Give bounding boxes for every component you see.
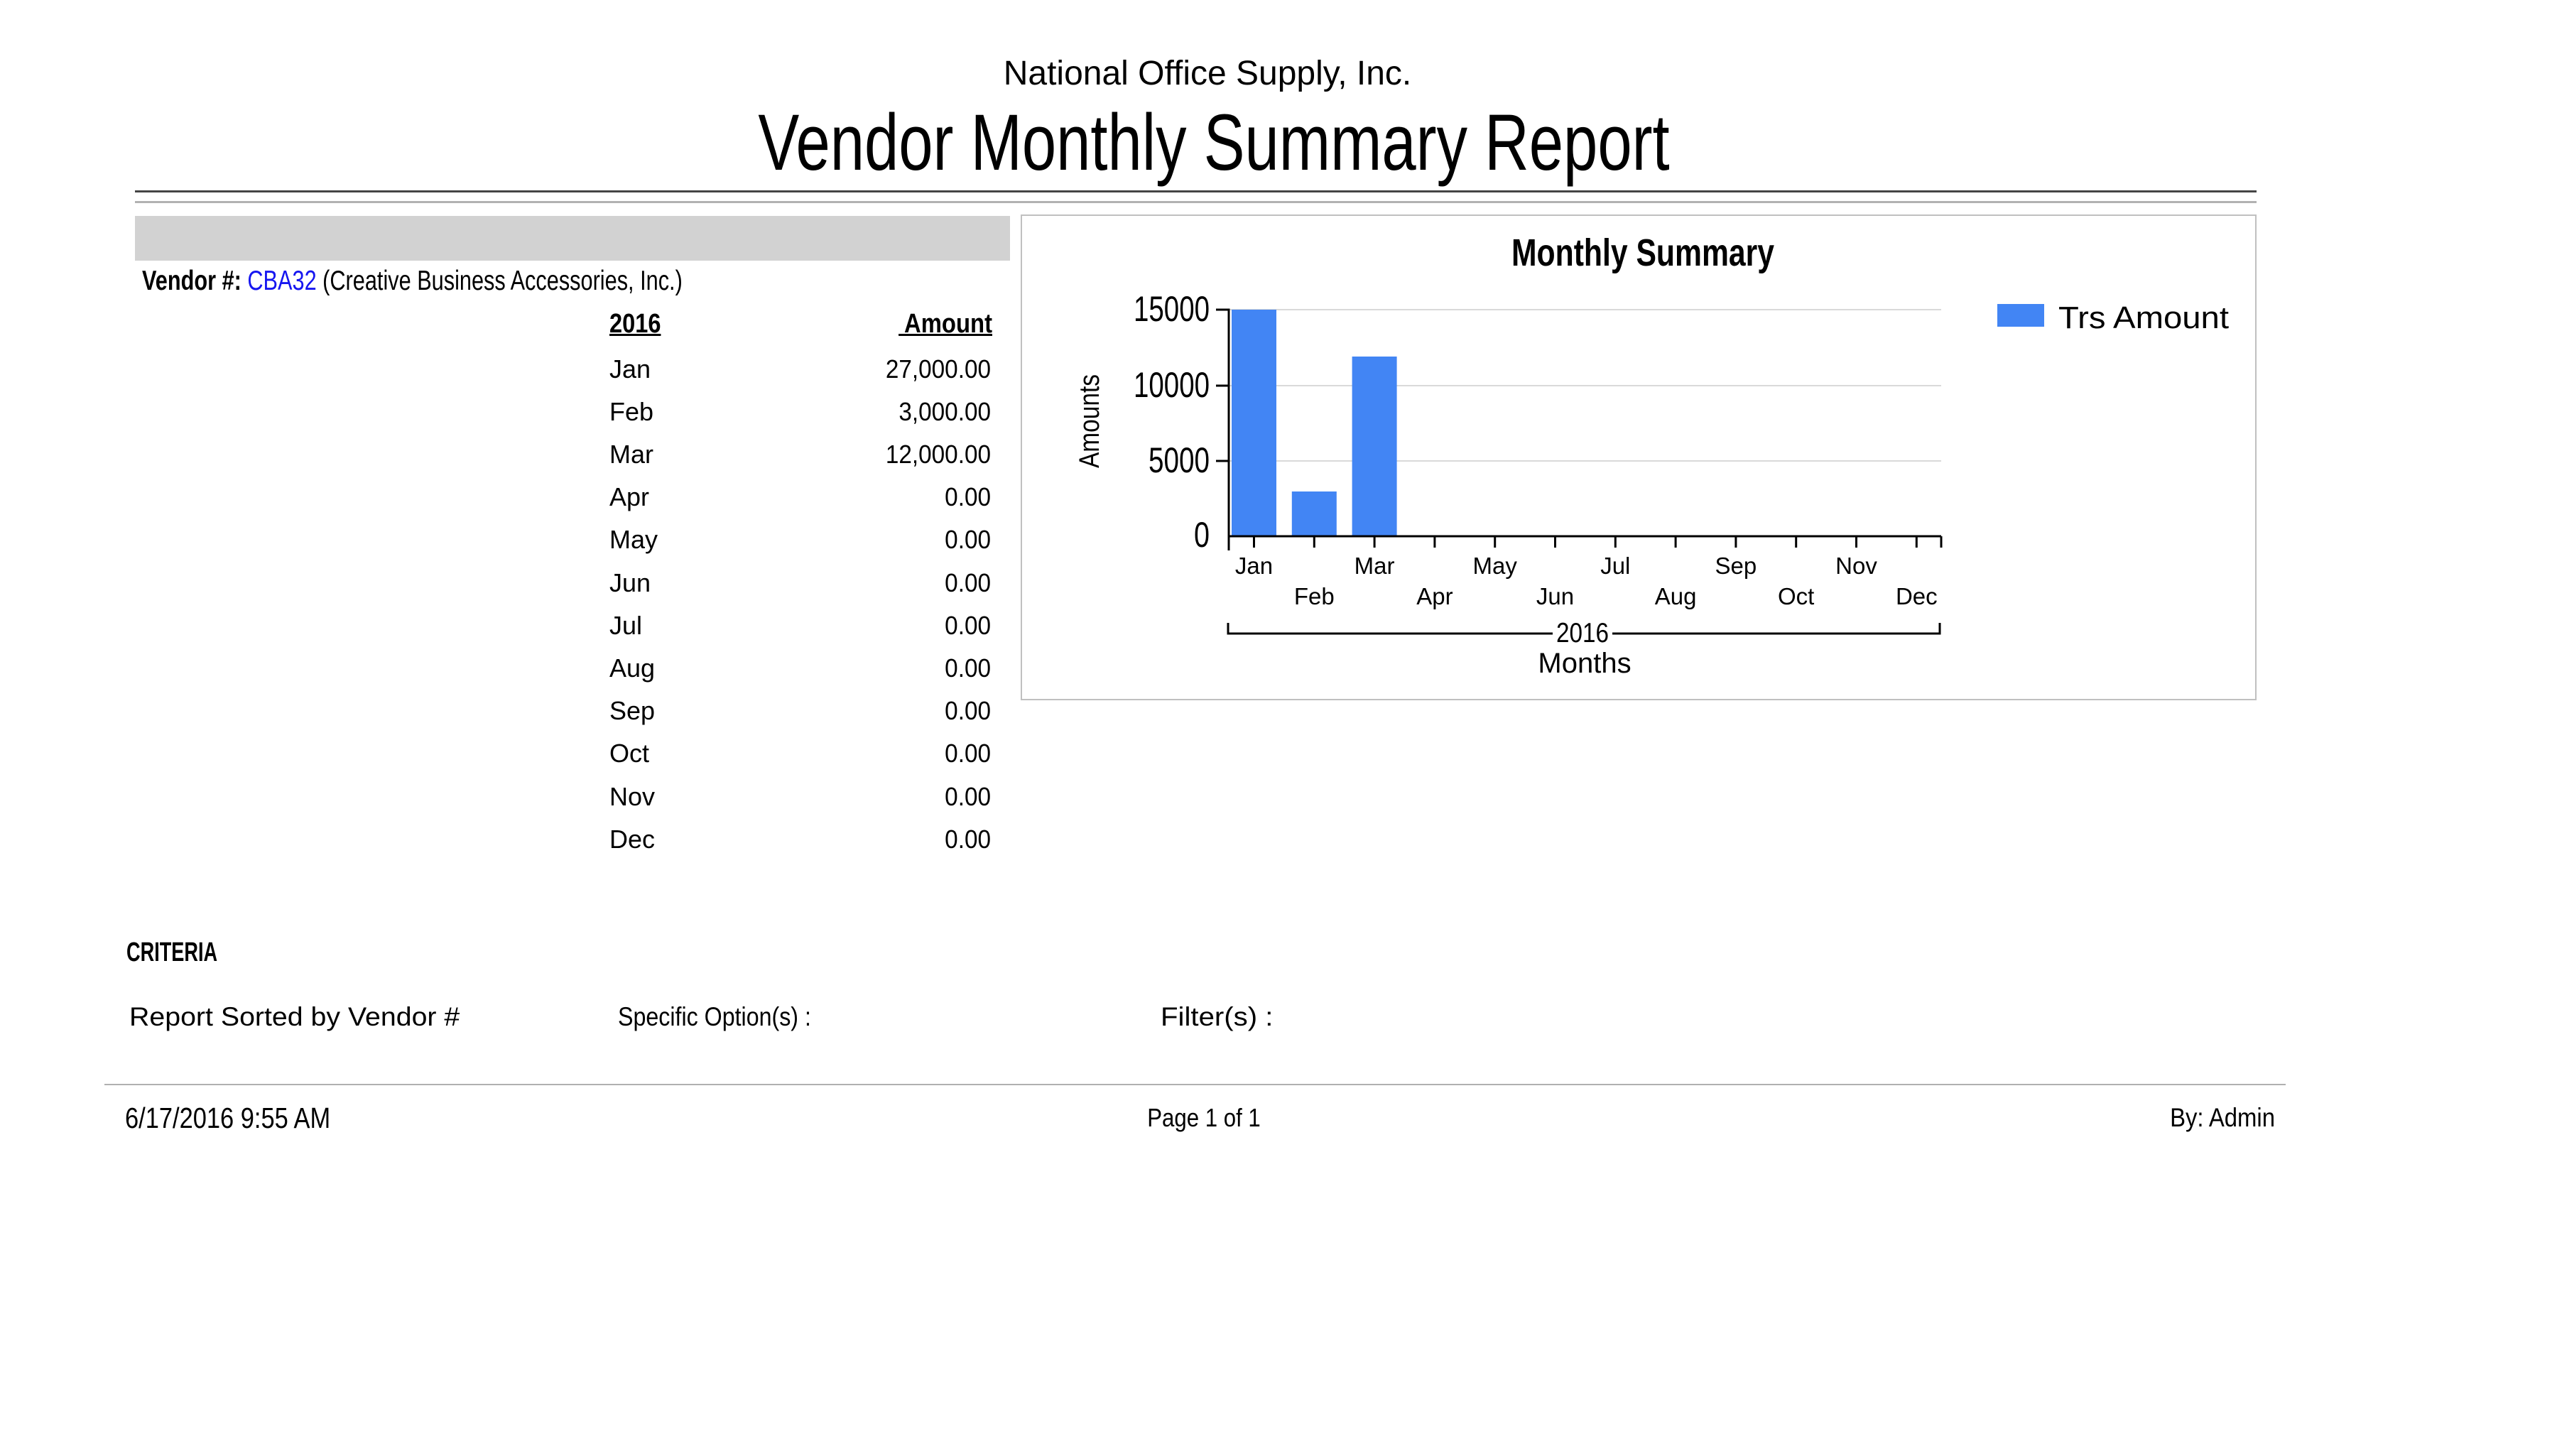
svg-text:15000: 15000 bbox=[1134, 289, 1210, 329]
svg-text:2016: 2016 bbox=[1556, 618, 1609, 648]
svg-text:Jul: Jul bbox=[1600, 553, 1630, 579]
svg-text:May: May bbox=[1473, 553, 1518, 579]
svg-text:Dec: Dec bbox=[1896, 583, 1938, 609]
svg-text:0: 0 bbox=[1194, 515, 1210, 555]
svg-text:Jun: Jun bbox=[1536, 583, 1574, 609]
svg-text:Jan: Jan bbox=[1235, 553, 1273, 579]
svg-text:Amounts: Amounts bbox=[1074, 374, 1105, 468]
svg-text:Oct: Oct bbox=[1778, 583, 1814, 609]
svg-text:Months: Months bbox=[1538, 648, 1631, 679]
svg-text:Aug: Aug bbox=[1655, 583, 1697, 609]
svg-text:Nov: Nov bbox=[1835, 553, 1877, 579]
svg-text:Apr: Apr bbox=[1416, 583, 1453, 609]
svg-text:Feb: Feb bbox=[1294, 583, 1335, 609]
svg-text:10000: 10000 bbox=[1134, 365, 1210, 405]
svg-text:Monthly Summary: Monthly Summary bbox=[1511, 232, 1774, 274]
svg-text:5000: 5000 bbox=[1149, 440, 1210, 480]
svg-text:Mar: Mar bbox=[1354, 553, 1395, 579]
svg-text:Sep: Sep bbox=[1715, 553, 1757, 579]
svg-text:Trs Amount: Trs Amount bbox=[2058, 300, 2229, 335]
